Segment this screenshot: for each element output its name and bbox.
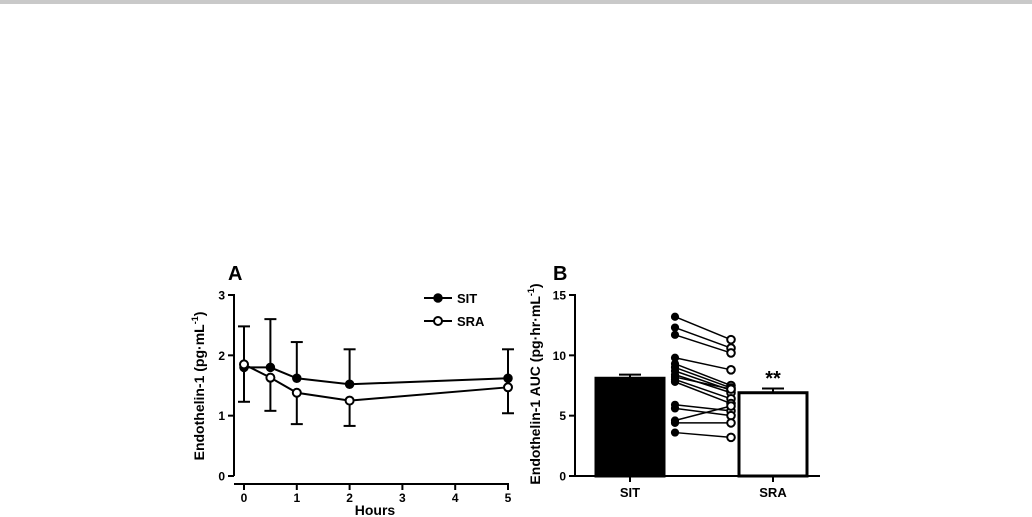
panel-b-sra-point (726, 384, 736, 394)
panel-a-ticks: 0 1 2 3 0 1 2 3 4 5 (218, 289, 511, 506)
panel-a-sra-point (344, 395, 355, 406)
panel-b-paired-line (674, 407, 732, 417)
panel-a-y-axis-label-close: ) (191, 312, 207, 317)
panel-a-sit-point (292, 373, 302, 384)
panel-a-x-tick-label: 3 (399, 491, 406, 505)
panel-a-x-tick-label: 5 (505, 491, 512, 505)
panel-b-paired-line (674, 404, 732, 412)
panel-b: B 0 5 10 15 SIT SRA ** Endothelin-1 AUC (pg… (526, 263, 820, 500)
panel-a: A 0 1 2 3 0 1 2 3 4 5 Hours Endothelin-1 (pg·mL-1… (190, 263, 514, 517)
panel-a-y-tick-label: 1 (218, 409, 225, 423)
panel-a-sit-point (344, 379, 355, 390)
panel-a-sra-point (503, 382, 513, 393)
panel-b-sit-point (670, 428, 680, 437)
panel-b-sra-point (726, 418, 736, 428)
panel-b-sra-point (726, 401, 736, 411)
panel-b-paired-line (674, 431, 732, 439)
panel-a-error-bars (238, 318, 514, 427)
panel-b-y-axis-label-main: Endothelin-1 AUC (pg·hr·mL (527, 296, 543, 485)
top-rule (0, 0, 1032, 4)
panel-a-x-axis-label: Hours (355, 502, 396, 517)
panel-b-sit-point (670, 418, 680, 428)
panel-a-y-axis-label-sup: -1 (190, 316, 200, 324)
panel-b-y-axis-label: Endothelin-1 AUC (pg·hr·mL-1) (526, 283, 543, 484)
panel-b-paired-line (674, 381, 732, 405)
panel-b-paired-line (674, 363, 732, 387)
panel-b-sit-point (670, 377, 680, 386)
panel-b-sit-bar (594, 376, 666, 478)
panel-a-sra-point (265, 372, 276, 383)
panel-b-sra-point (726, 432, 736, 443)
panel-a-points (239, 359, 513, 406)
panel-b-sit-point (670, 312, 680, 321)
panel-b-sra-bar (737, 391, 809, 478)
panel-a-y-tick-label: 0 (218, 470, 225, 484)
panel-a-y-tick-label: 2 (218, 349, 225, 363)
panel-b-paired-line (674, 334, 732, 354)
panel-a-label: A (228, 263, 242, 285)
panel-a-legend: SIT SRA (424, 291, 485, 329)
panel-b-y-axis-label-sup: -1 (526, 288, 536, 296)
panel-b-sit-point (670, 323, 680, 332)
panel-b-sra-point (726, 365, 736, 375)
panel-b-y-axis-label-close: ) (527, 283, 543, 288)
panel-b-sit-point (670, 330, 680, 339)
panel-b-paired-line (674, 326, 732, 349)
panel-b-bars (594, 373, 809, 478)
panel-b-y-tick-label: 0 (559, 470, 566, 484)
panel-a-lines (243, 363, 509, 402)
panel-b-sit-point (670, 404, 680, 413)
panel-a-y-axis-label: Endothelin-1 (pg·mL-1) (190, 312, 207, 461)
legend-sit-marker (433, 293, 443, 303)
panel-a-y-tick-label: 3 (218, 289, 225, 303)
panel-b-y-tick-label: 5 (559, 409, 566, 423)
panel-a-x-tick-label: 4 (452, 491, 459, 505)
significance-marker: ** (765, 368, 781, 390)
panel-a-sit-line (244, 366, 509, 386)
legend-sit-label: SIT (457, 291, 477, 306)
panel-a-x-tick-label: 1 (293, 491, 300, 505)
legend-sra-label: SRA (457, 314, 485, 329)
panel-b-y-tick-label: 10 (553, 349, 567, 363)
panel-b-category-sit: SIT (620, 485, 640, 500)
panel-b-paired-lines (670, 312, 736, 443)
panel-a-axes (233, 294, 509, 485)
panel-b-paired-line (674, 357, 732, 371)
panel-a-x-tick-label: 2 (346, 491, 353, 505)
panel-b-paired-line (674, 378, 732, 400)
panel-b-category-sra: SRA (759, 485, 787, 500)
legend-sra-marker (433, 316, 443, 326)
panel-b-paired-line (674, 366, 732, 389)
panel-a-y-axis-label-main: Endothelin-1 (pg·mL (191, 324, 207, 461)
panel-b-ticks: 0 5 10 15 (553, 289, 774, 484)
panel-a-sra-point (239, 359, 249, 370)
panel-a-sra-point (291, 387, 302, 398)
panel-b-y-tick-label: 15 (553, 289, 567, 303)
panel-b-sra-point (726, 334, 736, 345)
panel-b-paired-line (674, 316, 732, 341)
panel-b-label: B (553, 263, 567, 285)
panel-a-sit-point (503, 373, 513, 384)
panel-b-paired-line (674, 405, 732, 422)
panel-a-x-tick-label: 0 (241, 491, 248, 505)
panel-b-paired-line (674, 376, 732, 390)
panel-a-sit-point (265, 362, 276, 373)
panel-b-sra-point (726, 348, 736, 358)
